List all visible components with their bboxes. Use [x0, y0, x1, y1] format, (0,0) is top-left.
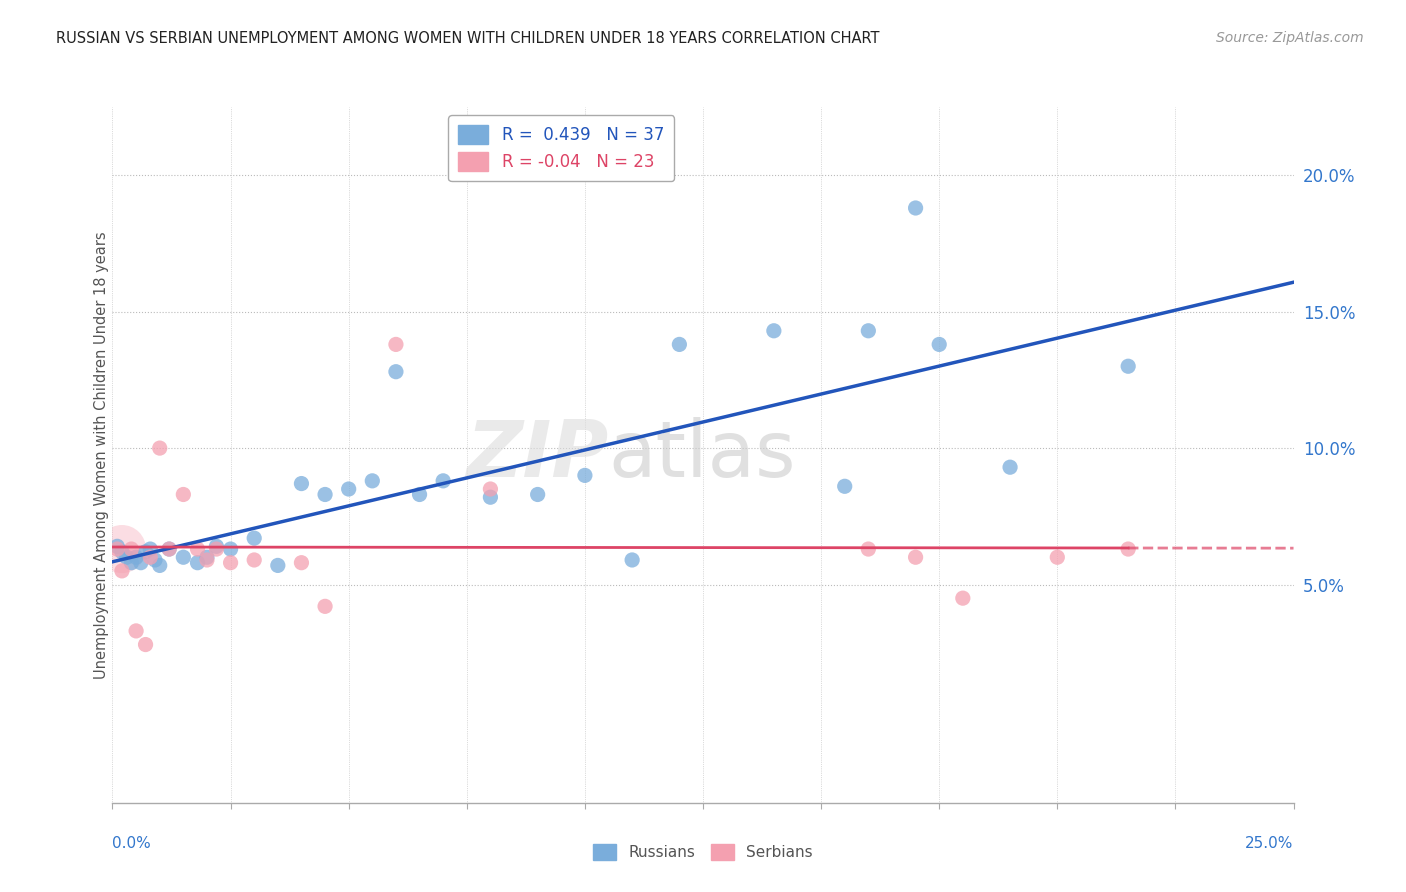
Point: [135, 638, 157, 652]
Point: [111, 545, 134, 559]
Legend: R =  0.439   N = 37, R = -0.04   N = 23: R = 0.439 N = 37, R = -0.04 N = 23: [449, 115, 673, 181]
Point: [904, 201, 927, 215]
Point: [337, 482, 360, 496]
Point: [834, 479, 856, 493]
Point: [432, 474, 454, 488]
Point: [928, 337, 950, 351]
Point: [290, 556, 312, 570]
Point: [125, 550, 148, 565]
Point: [195, 550, 218, 565]
Point: [762, 324, 785, 338]
Point: [526, 487, 548, 501]
Text: ZIP: ZIP: [467, 417, 609, 493]
Point: [479, 482, 502, 496]
Point: [243, 553, 266, 567]
Point: [314, 487, 336, 501]
Point: [314, 599, 336, 614]
Text: 25.0%: 25.0%: [1246, 836, 1294, 851]
Point: [290, 476, 312, 491]
Point: [120, 556, 142, 570]
Point: [135, 545, 157, 559]
Point: [904, 550, 927, 565]
Point: [111, 564, 134, 578]
Point: [105, 539, 128, 553]
Point: [385, 337, 408, 351]
Point: [125, 624, 148, 638]
Point: [195, 553, 218, 567]
Point: [361, 474, 384, 488]
Point: [668, 337, 690, 351]
Point: [267, 558, 290, 573]
Point: [205, 542, 228, 557]
Point: [1116, 359, 1139, 374]
Point: [172, 487, 194, 501]
Point: [205, 539, 228, 553]
Point: [243, 531, 266, 545]
Point: [149, 558, 172, 573]
Point: [149, 441, 172, 455]
Point: [219, 542, 242, 557]
Point: [157, 542, 180, 557]
Legend: Russians, Serbians: Russians, Serbians: [588, 838, 818, 866]
Point: [952, 591, 974, 606]
Point: [1116, 542, 1139, 557]
Point: [139, 550, 162, 565]
Point: [408, 487, 430, 501]
Point: [129, 556, 152, 570]
Text: RUSSIAN VS SERBIAN UNEMPLOYMENT AMONG WOMEN WITH CHILDREN UNDER 18 YEARS CORRELA: RUSSIAN VS SERBIAN UNEMPLOYMENT AMONG WO…: [56, 31, 880, 46]
Point: [219, 556, 242, 570]
Point: [479, 490, 502, 504]
Point: [1046, 550, 1069, 565]
Point: [111, 542, 134, 557]
Point: [157, 542, 180, 557]
Text: atlas: atlas: [609, 417, 796, 493]
Point: [998, 460, 1021, 475]
Point: [186, 556, 208, 570]
Point: [858, 542, 880, 557]
Point: [143, 553, 166, 567]
Point: [172, 550, 194, 565]
Point: [115, 550, 138, 565]
Point: [139, 542, 162, 557]
Point: [574, 468, 596, 483]
Point: [105, 542, 128, 557]
Point: [621, 553, 644, 567]
Point: [120, 542, 142, 557]
Text: 0.0%: 0.0%: [112, 836, 152, 851]
Point: [385, 365, 408, 379]
Point: [858, 324, 880, 338]
Y-axis label: Unemployment Among Women with Children Under 18 years: Unemployment Among Women with Children U…: [94, 231, 108, 679]
Point: [186, 542, 208, 557]
Text: Source: ZipAtlas.com: Source: ZipAtlas.com: [1216, 31, 1364, 45]
